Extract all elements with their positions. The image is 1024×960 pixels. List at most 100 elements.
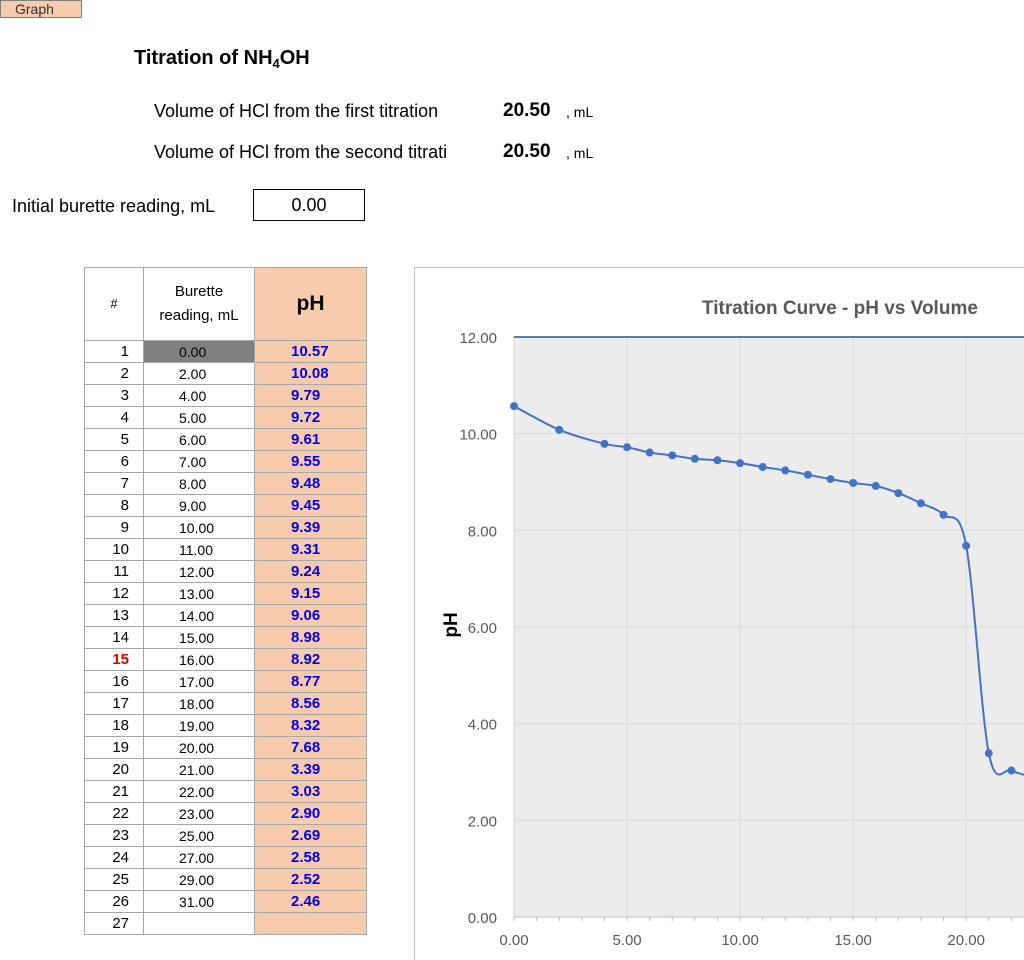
table-row: 7 8.00 9.48 (84, 472, 367, 495)
row-index-cell[interactable]: 18 (84, 714, 144, 737)
x-tick-label: 0.00 (499, 932, 528, 949)
row-index-cell[interactable]: 24 (84, 846, 144, 869)
ph-cell[interactable]: 9.06 (254, 604, 367, 627)
series-ph (510, 402, 1024, 776)
burette-reading-cell[interactable]: 21.00 (143, 758, 255, 781)
ph-cell[interactable]: 8.56 (254, 692, 367, 715)
ph-cell[interactable]: 8.32 (254, 714, 367, 737)
burette-reading-cell[interactable]: 18.00 (143, 692, 255, 715)
row-index-cell[interactable]: 20 (84, 758, 144, 781)
row-index-cell[interactable]: 8 (84, 494, 144, 517)
data-point (1007, 766, 1016, 775)
row-index-cell[interactable]: 12 (84, 582, 144, 605)
row-index-cell[interactable]: 14 (84, 626, 144, 649)
data-point (871, 481, 880, 490)
ph-cell[interactable]: 9.31 (254, 538, 367, 561)
row-index-cell[interactable]: 10 (84, 538, 144, 561)
row-index-cell[interactable]: 25 (84, 868, 144, 891)
row-index-cell[interactable]: 27 (84, 912, 144, 935)
data-point (555, 425, 564, 434)
burette-reading-cell[interactable]: 5.00 (143, 406, 255, 429)
burette-reading-cell[interactable]: 29.00 (143, 868, 255, 891)
row-index-cell[interactable]: 7 (84, 472, 144, 495)
burette-reading-cell[interactable]: 0.00 (143, 340, 255, 363)
burette-reading-cell[interactable]: 23.00 (143, 802, 255, 825)
ph-cell[interactable]: 9.45 (254, 494, 367, 517)
burette-reading-cell[interactable]: 22.00 (143, 780, 255, 803)
row-index-cell[interactable]: 1 (84, 340, 144, 363)
ph-cell[interactable] (254, 912, 367, 935)
burette-reading-cell[interactable]: 2.00 (143, 362, 255, 385)
burette-reading-cell[interactable]: 25.00 (143, 824, 255, 847)
row-index-cell[interactable]: 23 (84, 824, 144, 847)
ph-cell[interactable]: 9.39 (254, 516, 367, 539)
ph-cell[interactable]: 8.98 (254, 626, 367, 649)
ph-cell[interactable]: 2.46 (254, 890, 367, 913)
burette-reading-cell[interactable]: 19.00 (143, 714, 255, 737)
burette-reading-cell[interactable]: 20.00 (143, 736, 255, 759)
table-row: 26 31.00 2.46 (84, 890, 367, 913)
burette-reading-cell[interactable]: 12.00 (143, 560, 255, 583)
row-index-cell[interactable]: 4 (84, 406, 144, 429)
burette-reading-cell[interactable]: 13.00 (143, 582, 255, 605)
table-row: 9 10.00 9.39 (84, 516, 367, 539)
row-index-cell[interactable]: 15 (84, 648, 144, 671)
table-header-row: # Burette reading, mL pH (84, 267, 367, 341)
ph-cell[interactable]: 2.90 (254, 802, 367, 825)
row-index-cell[interactable]: 5 (84, 428, 144, 451)
ph-cell[interactable]: 9.15 (254, 582, 367, 605)
burette-reading-cell[interactable]: 15.00 (143, 626, 255, 649)
burette-reading-cell[interactable]: 14.00 (143, 604, 255, 627)
ph-cell[interactable]: 8.77 (254, 670, 367, 693)
ph-cell[interactable]: 10.08 (254, 362, 367, 385)
ph-cell[interactable]: 9.61 (254, 428, 367, 451)
ph-cell[interactable]: 2.52 (254, 868, 367, 891)
burette-reading-cell[interactable]: 31.00 (143, 890, 255, 913)
row-index-cell[interactable]: 13 (84, 604, 144, 627)
burette-reading-cell[interactable]: 9.00 (143, 494, 255, 517)
second-titration-label: Volume of HCl from the second titrati (154, 142, 448, 162)
y-tick-label: 2.00 (468, 813, 497, 830)
burette-reading-cell[interactable]: 7.00 (143, 450, 255, 473)
table-row: 3 4.00 9.79 (84, 384, 367, 407)
ph-cell[interactable]: 3.39 (254, 758, 367, 781)
table-row: 19 20.00 7.68 (84, 736, 367, 759)
graph-button[interactable]: Graph (0, 0, 82, 18)
ph-cell[interactable]: 2.69 (254, 824, 367, 847)
ph-cell[interactable]: 9.24 (254, 560, 367, 583)
burette-reading-cell[interactable]: 10.00 (143, 516, 255, 539)
row-index-cell[interactable]: 3 (84, 384, 144, 407)
ph-cell[interactable]: 7.68 (254, 736, 367, 759)
table-row: 27 (84, 912, 367, 935)
titration-table: # Burette reading, mL pH 1 0.00 10.57 2 2.00… (84, 267, 367, 935)
row-index-cell[interactable]: 2 (84, 362, 144, 385)
burette-reading-cell[interactable]: 11.00 (143, 538, 255, 561)
ph-cell[interactable]: 10.57 (254, 340, 367, 363)
ph-cell[interactable]: 8.92 (254, 648, 367, 671)
ph-cell[interactable]: 9.48 (254, 472, 367, 495)
row-index-cell[interactable]: 26 (84, 890, 144, 913)
burette-reading-cell[interactable]: 6.00 (143, 428, 255, 451)
row-index-cell[interactable]: 16 (84, 670, 144, 693)
row-index-cell[interactable]: 22 (84, 802, 144, 825)
burette-reading-cell[interactable] (143, 912, 255, 935)
burette-reading-cell[interactable]: 8.00 (143, 472, 255, 495)
row-index-cell[interactable]: 21 (84, 780, 144, 803)
row-index-cell[interactable]: 17 (84, 692, 144, 715)
burette-reading-cell[interactable]: 27.00 (143, 846, 255, 869)
burette-reading-cell[interactable]: 4.00 (143, 384, 255, 407)
row-index-cell[interactable]: 6 (84, 450, 144, 473)
row-index-cell[interactable]: 11 (84, 560, 144, 583)
ph-cell[interactable]: 9.55 (254, 450, 367, 473)
ph-cell[interactable]: 2.58 (254, 846, 367, 869)
burette-reading-cell[interactable]: 16.00 (143, 648, 255, 671)
row-index-cell[interactable]: 19 (84, 736, 144, 759)
row-index-cell[interactable]: 9 (84, 516, 144, 539)
burette-reading-cell[interactable]: 17.00 (143, 670, 255, 693)
ph-cell[interactable]: 9.72 (254, 406, 367, 429)
ph-cell[interactable]: 3.03 (254, 780, 367, 803)
y-tick-label: 0.00 (468, 910, 497, 927)
initial-burette-input[interactable]: 0.00 (253, 189, 365, 221)
ph-cell[interactable]: 9.79 (254, 384, 367, 407)
data-point (690, 454, 699, 463)
